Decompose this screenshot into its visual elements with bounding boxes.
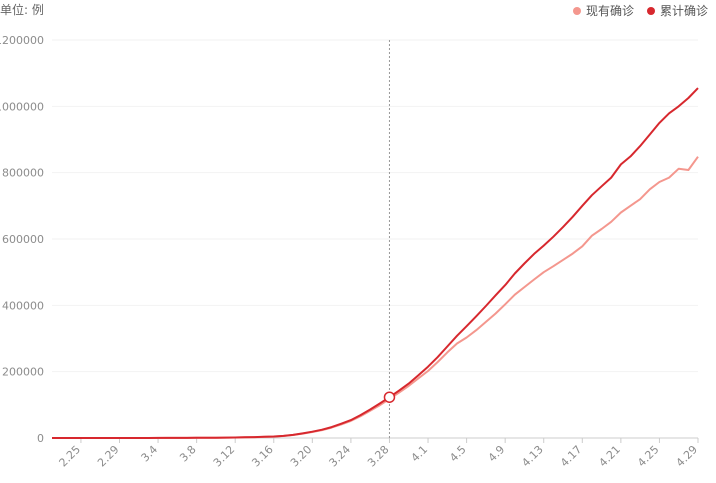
x-tick-label: 4.29 [674, 443, 701, 470]
x-tick-label: 3.24 [327, 443, 354, 470]
legend: 现有确诊 累计确诊 [573, 4, 708, 18]
line [52, 156, 699, 439]
x-tick-label: 4.13 [519, 443, 546, 470]
x-tick-label: 4.5 [447, 443, 469, 465]
unit-label: 单位: 例 [0, 2, 44, 17]
legend-label: 累计确诊 [660, 4, 708, 18]
x-tick-label: 2.29 [95, 443, 122, 470]
legend-label: 现有确诊 [586, 4, 634, 18]
y-tick-label: 1000000 [0, 100, 44, 113]
y-tick-label: 0 [37, 432, 44, 445]
x-tick-label: 3.4 [139, 443, 161, 465]
x-tick-label: 4.21 [596, 443, 623, 470]
y-tick-label: 800000 [2, 167, 44, 180]
y-tick-label: 1200000 [0, 34, 44, 47]
line [52, 87, 699, 439]
x-tick-label: 4.9 [486, 443, 508, 465]
x-tick-label: 3.16 [249, 443, 276, 470]
x-tick-label: 3.12 [211, 443, 238, 470]
hover-point [383, 391, 396, 403]
x-tick-label: 3.28 [365, 443, 392, 470]
y-tick-label: 400000 [2, 299, 44, 312]
x-tick-label: 4.1 [409, 443, 431, 465]
x-tick-label: 2.25 [57, 443, 84, 470]
y-tick-label: 600000 [2, 233, 44, 246]
y-tick-label: 200000 [2, 366, 44, 379]
legend-marker [647, 7, 655, 15]
x-tick-label: 3.20 [288, 443, 315, 470]
legend-marker [573, 7, 581, 15]
x-tick-label: 4.25 [635, 443, 662, 470]
x-tick-label: 4.17 [558, 443, 585, 470]
x-tick-label: 3.8 [177, 443, 199, 465]
